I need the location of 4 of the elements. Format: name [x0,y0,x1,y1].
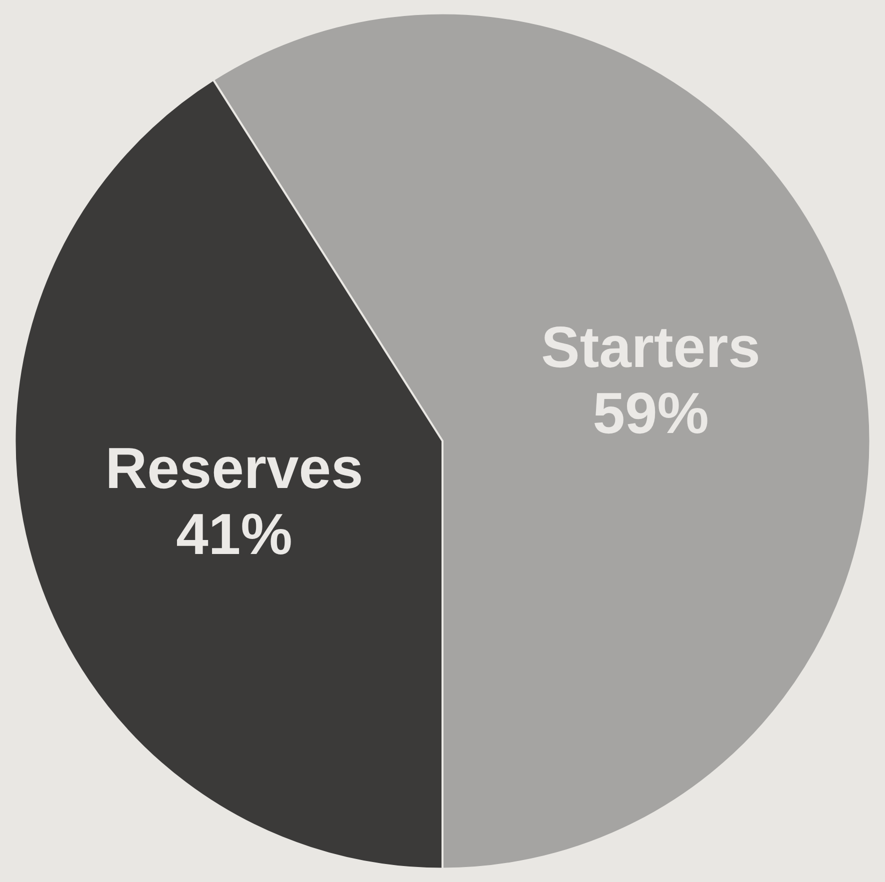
data-label: 41% [176,502,292,568]
data-label: 59% [592,380,709,446]
slice-label: Reserves [105,436,364,502]
slice-label: Starters [541,314,760,380]
